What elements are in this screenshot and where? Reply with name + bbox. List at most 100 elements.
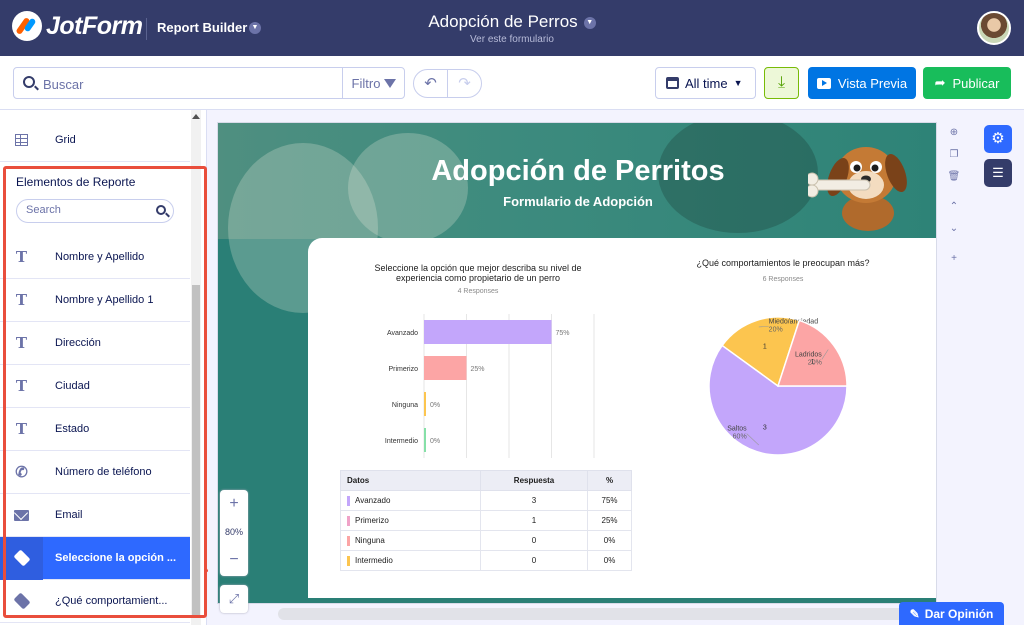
- tag-icon: [0, 536, 43, 580]
- feedback-button[interactable]: ✎ Dar Opinión: [899, 602, 1004, 625]
- settings-button[interactable]: ⚙: [984, 125, 1012, 153]
- slice-percent-label: 20%: [808, 359, 822, 366]
- fullscreen-button[interactable]: ⤢: [220, 585, 248, 613]
- sidebar-item-grid[interactable]: Grid: [0, 119, 190, 162]
- scroll-up-icon[interactable]: [192, 114, 200, 119]
- category-label: Primerizo: [388, 366, 418, 373]
- slice-value-label: 3: [763, 425, 767, 432]
- table-cell: 0%: [587, 550, 632, 571]
- chevron-down-icon[interactable]: ▼: [249, 22, 261, 34]
- chevron-down-icon[interactable]: ▼: [583, 16, 596, 29]
- highlight-box: [3, 166, 207, 618]
- report-page[interactable]: Adopción de Perritos Formulario de Adopc…: [218, 123, 936, 603]
- zoom-out-button[interactable]: −: [229, 551, 239, 568]
- table-row: Primerizo 1 25%: [340, 510, 632, 531]
- phone-icon: ✆: [15, 463, 28, 481]
- bar: [424, 428, 426, 452]
- table-cell: 25%: [587, 510, 632, 531]
- sidebar-item[interactable]: Email: [0, 494, 190, 537]
- calendar-icon: [666, 77, 679, 89]
- bar-chart-responses: 4 Responses: [457, 288, 499, 295]
- sidebar-item[interactable]: T Estado: [0, 408, 190, 451]
- text-icon: T: [15, 291, 28, 309]
- plus-icon[interactable]: +: [951, 253, 957, 264]
- search-icon[interactable]: [156, 205, 166, 215]
- row-label: Intermedio: [355, 555, 393, 565]
- text-icon: T: [15, 377, 28, 395]
- dog-photo: [348, 133, 468, 243]
- app-name[interactable]: Report Builder: [157, 20, 248, 35]
- layers-button[interactable]: ☰: [984, 159, 1012, 187]
- report-subtitle: Formulario de Adopción: [503, 194, 653, 209]
- time-range-select[interactable]: All time ▼: [655, 67, 756, 99]
- chevron-down-icon[interactable]: ⌄: [949, 223, 959, 234]
- sidebar-item[interactable]: T Nombre y Apellido: [0, 236, 190, 279]
- zoom-in-button[interactable]: +: [229, 495, 239, 512]
- trash-icon[interactable]: 🗑: [947, 171, 961, 182]
- text-icon: T: [15, 248, 28, 266]
- duplicate-icon[interactable]: ❐: [949, 149, 959, 160]
- element-tools: ⊕ ❐ 🗑 ⌃ ⌄ +: [944, 123, 966, 373]
- form-title[interactable]: Adopción de Perros ▼: [0, 12, 1024, 32]
- user-avatar[interactable]: [977, 11, 1011, 45]
- slice-name-label: Miedo/ansiedad: [769, 318, 819, 325]
- table-cell: 75%: [587, 490, 632, 511]
- panel-search-box: [16, 199, 174, 223]
- undo-redo-group: ↶ ↷: [413, 69, 482, 98]
- horizontal-scrollbar[interactable]: [278, 608, 938, 620]
- grid-icon: [15, 134, 28, 146]
- color-swatch: [347, 555, 350, 566]
- table-cell: Ninguna: [340, 530, 481, 551]
- jotform-logo[interactable]: JotForm: [12, 11, 143, 41]
- sidebar-item-label: Grid: [55, 134, 76, 146]
- table-row: Ninguna 0 0%: [340, 530, 632, 551]
- search-input[interactable]: [43, 74, 343, 94]
- play-icon: [816, 77, 831, 89]
- layers-icon: ☰: [992, 165, 1004, 180]
- text-icon: T: [15, 334, 28, 352]
- panel-scrollbar[interactable]: [191, 110, 201, 625]
- divider: [146, 18, 147, 40]
- search-box: Filtro: [13, 67, 405, 99]
- sidebar-item[interactable]: Seleccione la opción ...: [0, 536, 190, 580]
- logo-text: JotForm: [46, 11, 143, 40]
- filter-button[interactable]: Filtro: [342, 68, 405, 98]
- preview-button[interactable]: Vista Previa: [808, 67, 916, 99]
- text-icon: T: [15, 420, 28, 438]
- undo-icon[interactable]: ↶: [424, 75, 437, 92]
- bar: [424, 392, 426, 416]
- search-icon: [23, 76, 35, 88]
- bar-chart[interactable]: 01234Avanzado75%Primerizo25%Ninguna0%Int…: [338, 304, 628, 464]
- redo-icon[interactable]: ↷: [447, 70, 481, 97]
- add-element-icon[interactable]: ⊕: [949, 127, 959, 138]
- expand-icon: ⤢: [228, 591, 240, 606]
- sidebar-item[interactable]: T Ciudad: [0, 365, 190, 408]
- table-header: %: [587, 470, 632, 491]
- table-header: Respuesta: [479, 470, 589, 491]
- sidebar-item[interactable]: T Dirección: [0, 322, 190, 365]
- zoom-controls: + 80% −: [220, 490, 248, 576]
- sidebar-item[interactable]: T Nombre y Apellido 1: [0, 279, 190, 322]
- leader-line: [758, 326, 769, 328]
- report-title: Adopción de Perritos: [431, 155, 725, 187]
- feedback-label: Dar Opinión: [924, 606, 994, 621]
- sidebar-item[interactable]: ✆ Número de teléfono: [0, 451, 190, 494]
- table-cell: Avanzado: [340, 490, 481, 511]
- panel-search-input[interactable]: [26, 204, 146, 216]
- view-form-link[interactable]: Ver este formulario: [470, 34, 554, 45]
- row-label: Primerizo: [355, 515, 389, 525]
- data-table: Datos Respuesta % Avanzado 3 75% Primerizo 1…: [340, 470, 632, 571]
- data-label: 25%: [471, 366, 485, 373]
- publish-button[interactable]: ➦ Publicar: [923, 67, 1011, 99]
- jotform-logo-icon: [12, 11, 42, 41]
- chevron-up-icon[interactable]: ⌃: [949, 201, 959, 212]
- slice-name-label: Saltos: [727, 426, 747, 433]
- bar: [424, 356, 467, 380]
- download-button[interactable]: ⤓: [764, 67, 799, 99]
- scrollbar-thumb[interactable]: [192, 285, 200, 615]
- slice-value-label: 1: [763, 343, 767, 350]
- table-cell: 0: [479, 530, 589, 551]
- time-range-label: All time: [685, 75, 728, 91]
- sidebar-item[interactable]: ¿Qué comportamient...: [0, 580, 190, 623]
